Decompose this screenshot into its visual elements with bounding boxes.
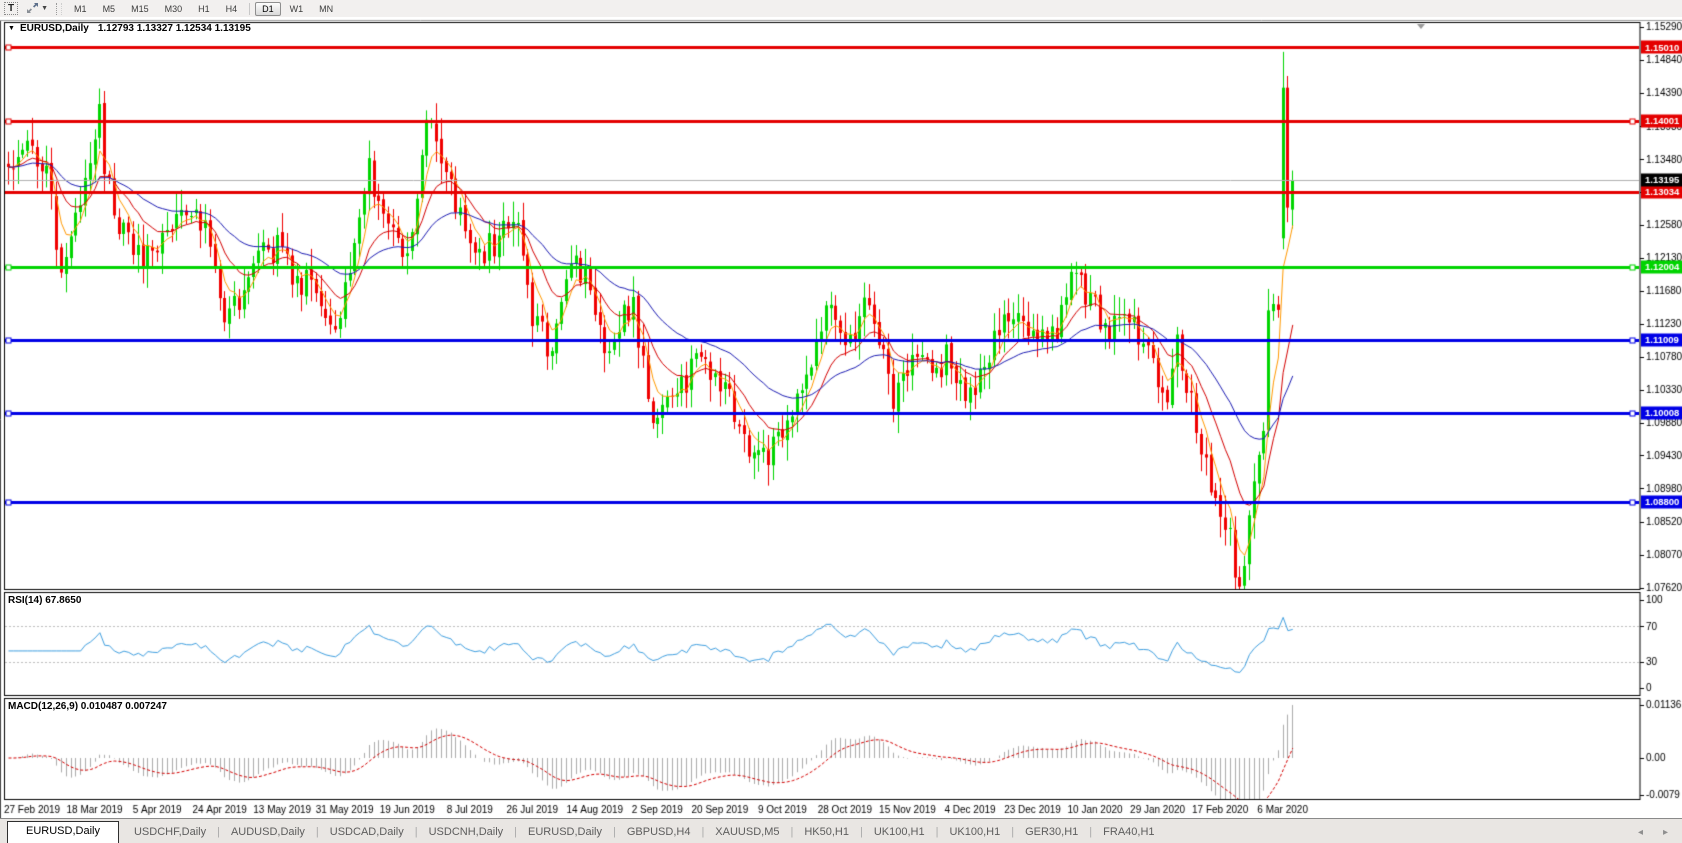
tab-separator: | [859,826,863,838]
tab-separator: | [514,826,518,838]
timeframe-button-m30[interactable]: M30 [164,3,183,14]
chart-tab-xauusd-m5[interactable]: XAUUSD,M5 [715,826,780,838]
chart-tab-gbpusd-h4[interactable]: GBPUSD,H4 [626,826,691,838]
chart-tab-hk50-h1[interactable]: HK50,H1 [804,826,849,838]
timeframe-button-m1[interactable]: M1 [74,3,87,14]
text-tool-icon: T [4,2,19,15]
tab-separator: | [790,826,794,838]
tab-scroll-arrows: ◂ ▸ [1638,825,1668,838]
timeframe-button-m5[interactable]: M5 [102,3,116,14]
chart-tab-usdcnh-daily[interactable]: USDCNH,Daily [428,826,504,838]
tab-separator: | [935,826,939,838]
chart-canvas[interactable] [0,17,1682,818]
timeframe-button-mn[interactable]: MN [319,3,334,14]
tab-scroll-left-icon[interactable]: ◂ [1637,826,1643,838]
tab-separator: | [315,826,319,838]
timeframe-button-h1[interactable]: H1 [198,3,210,14]
timeframe-button-h4[interactable]: H4 [225,3,238,14]
chart-tab-bar: EURUSD,Daily USDCHF,Daily | AUDUSD,Daily | US… [0,818,1682,843]
timeframe-group-separator [249,2,251,15]
chart-title: ▼ EURUSD,Daily 1.12793 1.13327 1.12534 1… [8,23,251,34]
toolbar-grip[interactable] [56,2,63,15]
tab-separator: | [217,826,220,838]
rsi-label: RSI(14) 67.8650 [8,595,82,606]
tab-separator: | [701,826,705,838]
tab-separator: | [414,826,418,838]
tab-separator: | [613,826,616,838]
chart-tab-ger30-h1[interactable]: GER30,H1 [1025,826,1079,838]
chevron-down-icon: ▼ [41,5,49,12]
tab-scroll-right-icon[interactable]: ▸ [1662,826,1668,838]
drawing-tool-button[interactable]: ▼ [23,2,51,15]
chart-tab-usdchf-daily[interactable]: USDCHF,Daily [133,826,207,838]
toolbar: T ▼ M1 M5 M15 M30 H1 H4 D1 W1 MN [0,0,1682,18]
timeframe-button-m15[interactable]: M15 [131,3,149,14]
chart-tab-uk100-h1[interactable]: UK100,H1 [873,826,925,838]
diagonal-arrows-icon [26,2,39,16]
chart-tab-usdcad-daily[interactable]: USDCAD,Daily [329,826,404,838]
tab-separator: | [1089,826,1093,838]
chart-title-symbol: EURUSD,Daily [19,23,89,34]
chart-tab-uk100-h1[interactable]: UK100,H1 [949,826,1001,838]
chart-tab-eurusd-daily[interactable]: EURUSD,Daily [528,826,602,838]
chart-title-quotes: 1.12793 1.13327 1.12534 1.13195 [97,23,251,34]
chart-tab-audusd-daily[interactable]: AUDUSD,Daily [230,826,305,838]
timeframe-button-d1[interactable]: D1 [255,1,281,16]
text-tool-button[interactable]: T [1,2,21,15]
tab-separator: | [1011,826,1015,838]
collapse-triangle-icon[interactable]: ▼ [8,25,15,32]
chart-tab-eurusd-daily[interactable]: EURUSD,Daily [7,821,119,843]
timeframe-button-w1[interactable]: W1 [289,3,304,14]
macd-label: MACD(12,26,9) 0.010487 0.007247 [8,701,167,712]
chart-tab-fra40-h1[interactable]: FRA40,H1 [1103,826,1155,838]
